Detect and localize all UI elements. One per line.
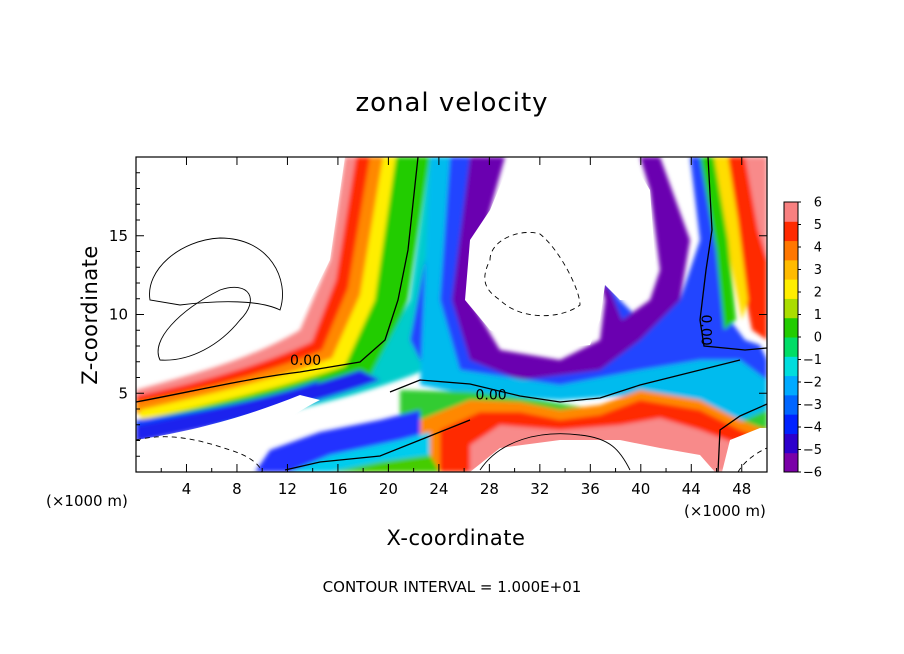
band-blue-mid	[410, 157, 767, 420]
colorbar: 6 5 4 3 2 1 0 −1 −2 −3 −4 −5 −6	[783, 196, 822, 481]
band-blue-left2	[136, 370, 380, 442]
x-tick-label: 28	[480, 480, 499, 498]
x-axis-unit-right: (×1000 m)	[684, 502, 766, 520]
colorbar-tick-label: −5	[803, 443, 822, 458]
colorbar-swatch	[784, 259, 798, 280]
band-yellow-right	[712, 157, 748, 320]
colorbar-tick-label: 4	[814, 241, 822, 256]
x-tick-label: 12	[278, 480, 297, 498]
y-axis: 5 10 15	[109, 172, 767, 457]
colorbar-swatch	[784, 452, 798, 473]
contour-interval-note: CONTOUR INTERVAL = 1.000E+01	[322, 578, 582, 596]
x-tick-label: 32	[530, 480, 549, 498]
colorbar-tick-label: 0	[814, 331, 822, 346]
x-tick-label: 8	[232, 480, 242, 498]
x-tick-label: 4	[182, 480, 192, 498]
colorbar-tick-label: 6	[814, 196, 822, 211]
blank-lower-left	[136, 395, 320, 472]
colorbar-swatch	[784, 414, 798, 434]
colorbar-swatch	[784, 279, 798, 299]
colorbar-swatch	[784, 240, 798, 261]
colorbar-swatch	[784, 433, 798, 454]
band-green-low	[330, 455, 440, 472]
colorbar-tick-label: 3	[814, 263, 822, 278]
blank-lower-mid	[470, 440, 715, 472]
contour-zero-right	[699, 157, 767, 351]
colorbar-tick-label: −1	[803, 353, 822, 368]
colorbar-swatch	[784, 317, 798, 338]
colorbar-swatch	[784, 375, 798, 396]
x-axis: 4 8 12 16 20 24 28 32 36 40 44 48	[160, 157, 751, 498]
contour-label-layer: 0.00 0.00 0.00	[290, 315, 713, 404]
colorbar-swatch	[784, 394, 798, 415]
colorbar-tick-label: 5	[814, 218, 822, 233]
colorbar-tick-label: 1	[814, 308, 822, 323]
contour-pos-loop-a	[157, 286, 251, 361]
x-tick-label: 36	[581, 480, 600, 498]
x-tick-label: 20	[379, 480, 398, 498]
blank-lower-right	[722, 428, 767, 472]
contour-neg-lower-left	[136, 436, 263, 472]
colorbar-swatch	[784, 356, 798, 377]
colorbar-tick-label: −2	[803, 376, 822, 391]
contour-neg-mid	[484, 232, 581, 317]
velocity-field	[136, 157, 767, 472]
contour-zero-bottom	[284, 419, 471, 471]
band-purple-mid	[452, 157, 690, 380]
blank-upper-mid	[465, 157, 655, 350]
band-green-right	[700, 157, 736, 330]
colorbar-swatch	[784, 202, 798, 222]
y-axis-label: Z-coordinate	[78, 245, 102, 385]
contour-zero-left	[136, 157, 419, 403]
x-tick-label: 44	[682, 480, 701, 498]
contour-label: 0.00	[290, 353, 321, 369]
band-green-left	[150, 157, 430, 428]
colorbar-swatch	[784, 221, 798, 242]
x-axis-unit-left: (×1000 m)	[46, 492, 128, 510]
band-cyan-mid	[420, 157, 767, 430]
y-tick-label: 10	[109, 306, 128, 324]
x-tick-label: 16	[328, 480, 347, 498]
chart-title: zonal velocity	[355, 88, 549, 118]
colorbar-tick-label: −4	[803, 421, 822, 436]
contour-pos-loop-b	[149, 237, 283, 311]
contour-label: 0.00	[697, 315, 713, 346]
band-pink-left	[136, 157, 360, 402]
band-pink-right	[745, 157, 767, 260]
contour-neg-lower-right	[737, 447, 767, 472]
contour-pos-lower	[479, 433, 631, 471]
contour-zero-vertical	[717, 403, 767, 472]
colorbar-tick-label: −3	[803, 398, 822, 413]
x-axis-label: X-coordinate	[386, 526, 526, 550]
colorbar-tick-label: 2	[814, 286, 822, 301]
y-tick-label: 5	[118, 384, 128, 402]
contour-label: 0.00	[475, 388, 506, 404]
x-tick-label: 40	[631, 480, 650, 498]
band-orange-left	[136, 157, 386, 414]
band-cyan-left	[160, 157, 470, 436]
x-tick-label: 24	[429, 480, 448, 498]
contour-zero-mid	[389, 359, 741, 403]
band-blue-low	[255, 410, 420, 472]
contour-lines	[136, 157, 767, 472]
colorbar-swatch	[784, 298, 798, 319]
blank-upper-left	[136, 157, 345, 385]
colorbar-tick-label: −6	[803, 466, 822, 481]
band-red-left	[136, 157, 375, 408]
contour-thin	[149, 237, 631, 471]
colorbar-swatch	[784, 337, 798, 357]
contour-negative	[136, 232, 767, 472]
y-tick-label: 15	[109, 227, 128, 245]
x-tick-label: 48	[732, 480, 751, 498]
